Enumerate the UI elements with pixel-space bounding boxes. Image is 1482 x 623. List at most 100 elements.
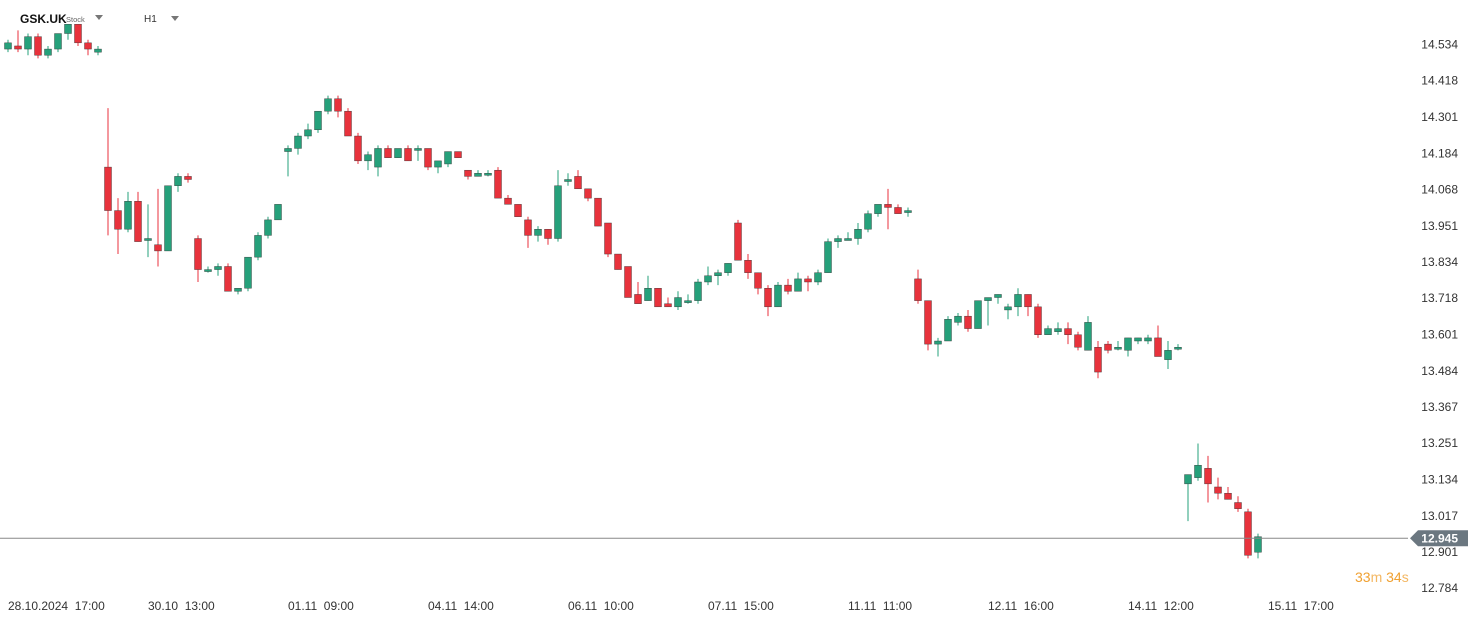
candle-body — [584, 188, 592, 199]
candle-body — [714, 272, 722, 276]
candle-body — [34, 36, 42, 56]
candle-body — [1204, 468, 1212, 485]
candle-body — [914, 278, 922, 301]
candle-body — [524, 219, 532, 236]
candle-body — [144, 238, 152, 241]
chart-header: GSK.UK Stock H1 — [0, 0, 600, 36]
candle-body — [1094, 347, 1102, 373]
current-price-badge — [1410, 530, 1468, 547]
candle-body — [634, 294, 642, 304]
candle-body — [364, 154, 372, 162]
candle-body — [164, 185, 172, 252]
candle-body — [884, 204, 892, 208]
candle-body — [414, 148, 422, 151]
candle-body — [214, 266, 222, 270]
y-tick-label: 13.951 — [1421, 219, 1458, 233]
x-tick-label: 06.11 10:00 — [568, 599, 634, 613]
symbol-dropdown-icon[interactable] — [95, 15, 103, 20]
candle-body — [1164, 350, 1172, 360]
candle-body — [974, 300, 982, 329]
candle-body — [134, 201, 142, 242]
countdown-seconds: 34 — [1386, 569, 1402, 585]
candle-body — [44, 48, 52, 56]
candle-body — [1014, 294, 1022, 308]
candle-body — [94, 48, 102, 53]
candles-layer — [4, 24, 1262, 559]
x-tick-label: 15.11 17:00 — [1268, 599, 1334, 613]
candle-body — [594, 197, 602, 227]
candle-body — [1214, 486, 1222, 494]
timeframe-selector[interactable]: H1 — [144, 14, 157, 25]
x-tick-label: 01.11 09:00 — [288, 599, 354, 613]
candle-body — [174, 176, 182, 186]
candle-body — [874, 204, 882, 214]
candle-body — [764, 288, 772, 308]
countdown-seconds-unit: s — [1401, 569, 1409, 585]
candle-body — [1224, 492, 1232, 500]
candle-body — [104, 166, 112, 211]
y-tick-label: 12.784 — [1421, 581, 1458, 595]
candle-body — [674, 297, 682, 308]
candle-body — [904, 210, 912, 213]
candle-body — [804, 278, 812, 283]
candle-body — [1114, 347, 1122, 350]
candle-body — [84, 42, 92, 50]
y-tick-label: 13.484 — [1421, 364, 1458, 378]
candle-body — [724, 263, 732, 273]
candle-body — [64, 24, 72, 34]
y-tick-label: 13.251 — [1421, 436, 1458, 450]
candle-body — [964, 315, 972, 329]
candle-body — [984, 297, 992, 301]
candle-body — [944, 319, 952, 342]
candle-body — [654, 288, 662, 308]
candle-body — [454, 151, 462, 158]
candle-body — [1244, 511, 1252, 556]
candle-countdown: 33m 34s — [1355, 569, 1409, 585]
x-tick-label: 11.11 11:00 — [848, 599, 912, 613]
candle-body — [794, 278, 802, 292]
time-axis: 28.10.2024 17:00 30.10 13:00 01.11 09:00 04… — [8, 599, 1334, 613]
candle-body — [264, 219, 272, 236]
candle-body — [784, 284, 792, 292]
candle-body — [54, 33, 62, 50]
candle-body — [204, 269, 212, 272]
y-tick-label: 12.901 — [1421, 545, 1458, 559]
y-tick-label: 13.601 — [1421, 327, 1458, 341]
candle-body — [1134, 337, 1142, 342]
timeframe-dropdown-icon[interactable] — [171, 16, 179, 21]
candle-body — [464, 169, 472, 177]
candle-body — [24, 36, 32, 50]
candle-body — [1044, 328, 1052, 335]
candle-body — [1194, 465, 1202, 478]
candle-body — [184, 176, 192, 180]
candle-body — [504, 197, 512, 205]
y-tick-label: 14.301 — [1421, 110, 1458, 124]
candle-body — [354, 135, 362, 162]
candle-body — [224, 266, 232, 292]
candle-body — [444, 151, 452, 165]
candle-body — [994, 294, 1002, 298]
candle-body — [194, 238, 202, 270]
candle-body — [1124, 337, 1132, 351]
candle-body — [274, 204, 282, 221]
candle-body — [734, 222, 742, 261]
current-price-layer: 12.945 — [0, 530, 1468, 547]
countdown-minutes-unit: m — [1370, 569, 1383, 585]
candle-body — [534, 228, 542, 236]
candle-body — [154, 244, 162, 252]
candle-body — [1154, 337, 1162, 357]
candle-body — [1184, 474, 1192, 485]
candle-body — [604, 222, 612, 255]
candle-body — [1054, 328, 1062, 332]
current-price-label: 12.945 — [1421, 532, 1458, 546]
y-tick-label: 14.068 — [1421, 182, 1458, 196]
candle-body — [954, 315, 962, 323]
candle-body — [744, 260, 752, 273]
symbol-label[interactable]: GSK.UK — [20, 12, 67, 26]
candle-body — [844, 238, 852, 241]
y-tick-label: 13.718 — [1421, 291, 1458, 305]
candle-body — [484, 173, 492, 176]
candle-body — [314, 110, 322, 131]
candle-body — [234, 288, 242, 292]
